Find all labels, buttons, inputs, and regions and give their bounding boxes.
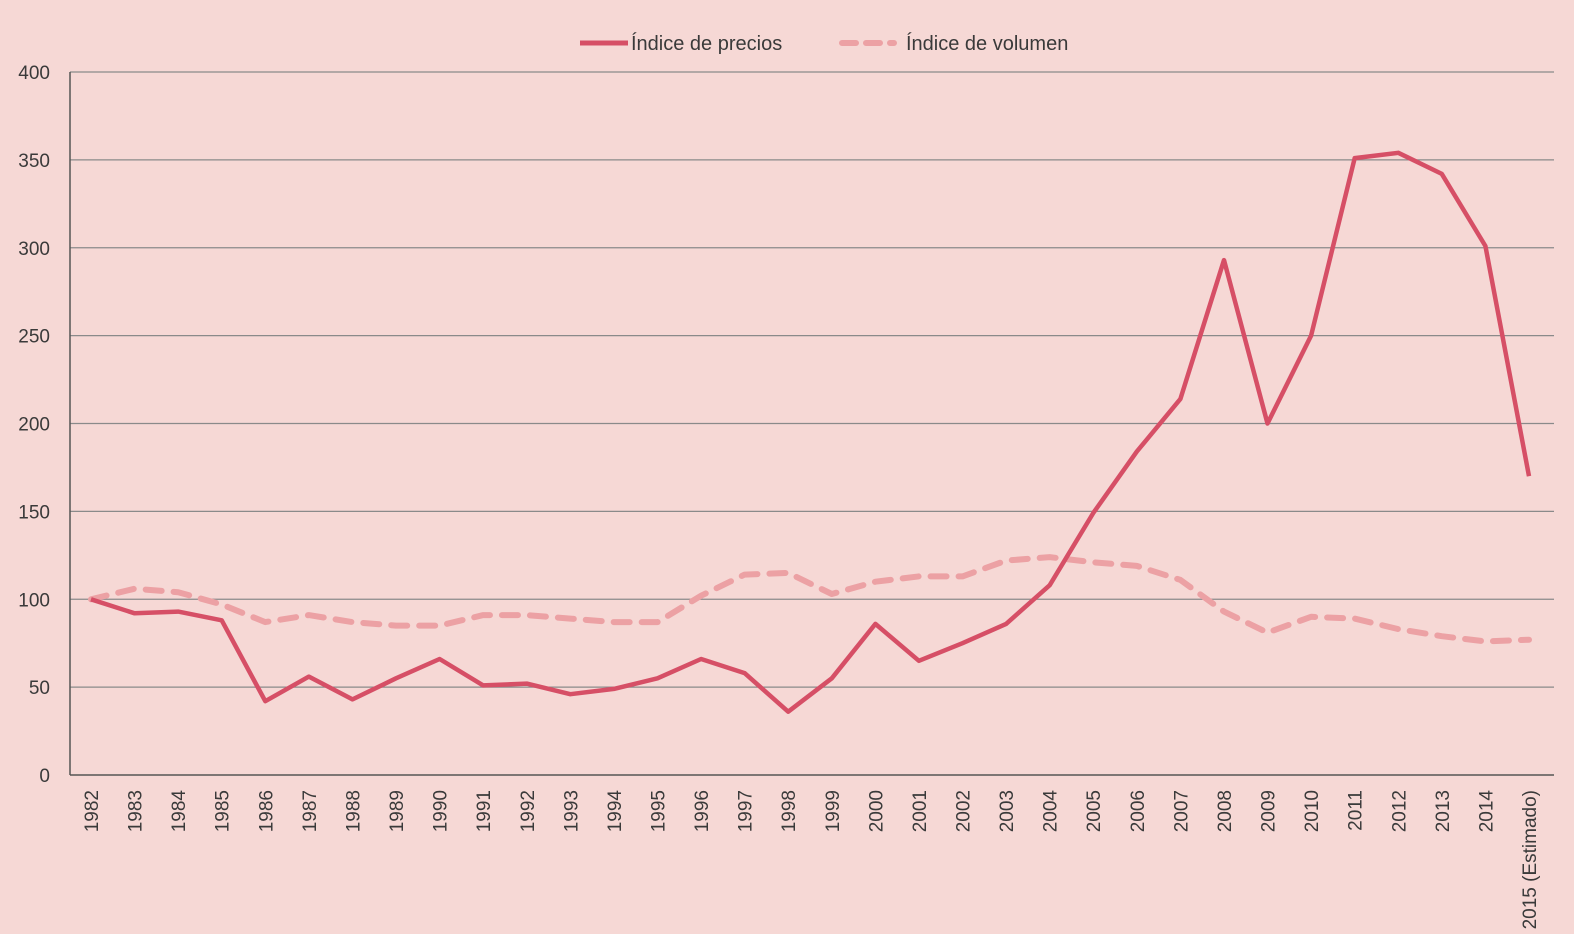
grid-lines (70, 71, 1554, 688)
series-line-precios (90, 150, 1532, 714)
x-tick-label: 2000 (866, 790, 887, 832)
x-tick-label: 1999 (823, 790, 844, 832)
legend-label-volumen: Índice de volumen (906, 32, 1068, 55)
x-tick-label: 2006 (1128, 790, 1149, 832)
x-tick-label: 2014 (1476, 790, 1497, 833)
x-tick-label: 2007 (1171, 790, 1192, 832)
y-tick-label: 250 (18, 327, 50, 348)
series-line-volumen (88, 554, 1532, 645)
x-tick-label: 1996 (692, 790, 713, 832)
x-tick-label: 1993 (561, 790, 582, 832)
x-tick-label: 1987 (300, 790, 321, 832)
x-tick-label: 1992 (518, 790, 539, 832)
x-tick-label: 1990 (431, 790, 452, 832)
x-tick-label: 1986 (256, 790, 277, 832)
y-tick-label: 50 (29, 678, 50, 699)
x-tick-label: 1991 (474, 790, 495, 832)
y-tick-label: 100 (18, 590, 50, 611)
y-tick-label: 400 (18, 63, 50, 84)
y-tick-label: 150 (18, 502, 50, 523)
x-tick-label: 1994 (605, 790, 626, 833)
x-tick-label: 2001 (910, 790, 931, 832)
x-tick-label: 2003 (997, 790, 1018, 832)
x-tick-label: 1988 (343, 790, 364, 832)
x-tick-label: 1995 (648, 790, 669, 832)
y-tick-label: 300 (18, 239, 50, 260)
x-tick-label: 2005 (1084, 790, 1105, 832)
x-tick-label: 2009 (1259, 790, 1280, 832)
x-tick-label: 2010 (1302, 790, 1323, 832)
x-tick-label: 2013 (1433, 790, 1454, 832)
x-tick-label: 1982 (82, 790, 103, 832)
x-tick-label: 2002 (954, 790, 975, 832)
x-tick-label: 2015 (Estimado) (1520, 790, 1541, 929)
y-axis-ticks: 0 50 100 150 200 250 300 350 400 (18, 63, 50, 787)
x-tick-label: 2004 (1041, 790, 1062, 833)
y-tick-label: 200 (18, 415, 50, 436)
x-tick-label: 1983 (126, 790, 147, 832)
x-tick-label: 2011 (1346, 790, 1367, 831)
x-tick-label: 1997 (736, 790, 757, 832)
x-tick-label: 1998 (779, 790, 800, 832)
x-tick-label: 2012 (1389, 790, 1410, 832)
x-axis-ticks: 1982 1983 1984 1985 1986 1987 1988 1989 1990 1991… (82, 790, 1541, 930)
series-layer (88, 150, 1532, 714)
x-tick-label: 1989 (387, 790, 408, 832)
y-tick-label: 0 (39, 766, 50, 787)
x-tick-label: 2008 (1215, 790, 1236, 832)
legend: Índice de precios Índice de volumen (580, 32, 1068, 55)
x-tick-label: 1985 (213, 790, 234, 832)
x-tick-label: 1984 (169, 790, 190, 833)
y-tick-label: 350 (18, 151, 50, 172)
legend-label-precios: Índice de precios (631, 32, 782, 55)
